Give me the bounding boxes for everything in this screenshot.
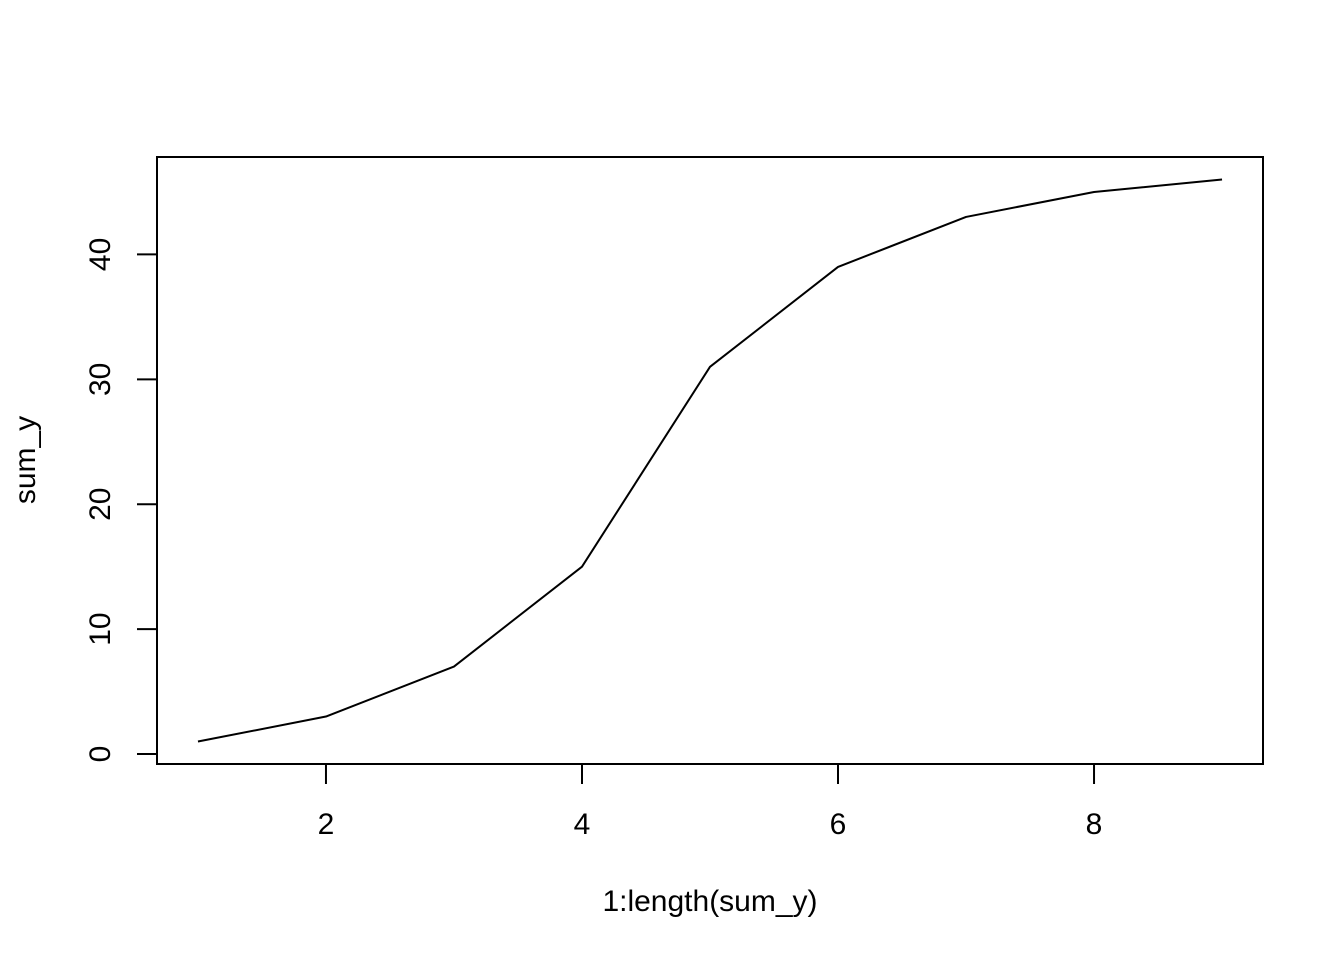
y-tick-label: 0 <box>84 746 117 763</box>
x-tick-label: 4 <box>574 808 591 841</box>
x-axis-title: 1:length(sum_y) <box>602 885 817 918</box>
x-tick-label: 6 <box>830 808 847 841</box>
y-axis-title: sum_y <box>9 416 42 504</box>
y-tick-label: 10 <box>84 612 117 645</box>
series-line <box>197 178 1223 743</box>
y-axis: 0 10 20 30 40 <box>84 238 158 763</box>
y-tick-label: 40 <box>84 238 117 271</box>
y-tick-label: 20 <box>84 488 117 521</box>
x-tick-label: 8 <box>1086 808 1103 841</box>
x-axis: 2 4 6 8 <box>318 763 1103 841</box>
y-tick-label: 30 <box>84 363 117 396</box>
x-tick-label: 2 <box>318 808 335 841</box>
plot-frame <box>156 156 1264 765</box>
series-layer <box>197 178 1223 743</box>
